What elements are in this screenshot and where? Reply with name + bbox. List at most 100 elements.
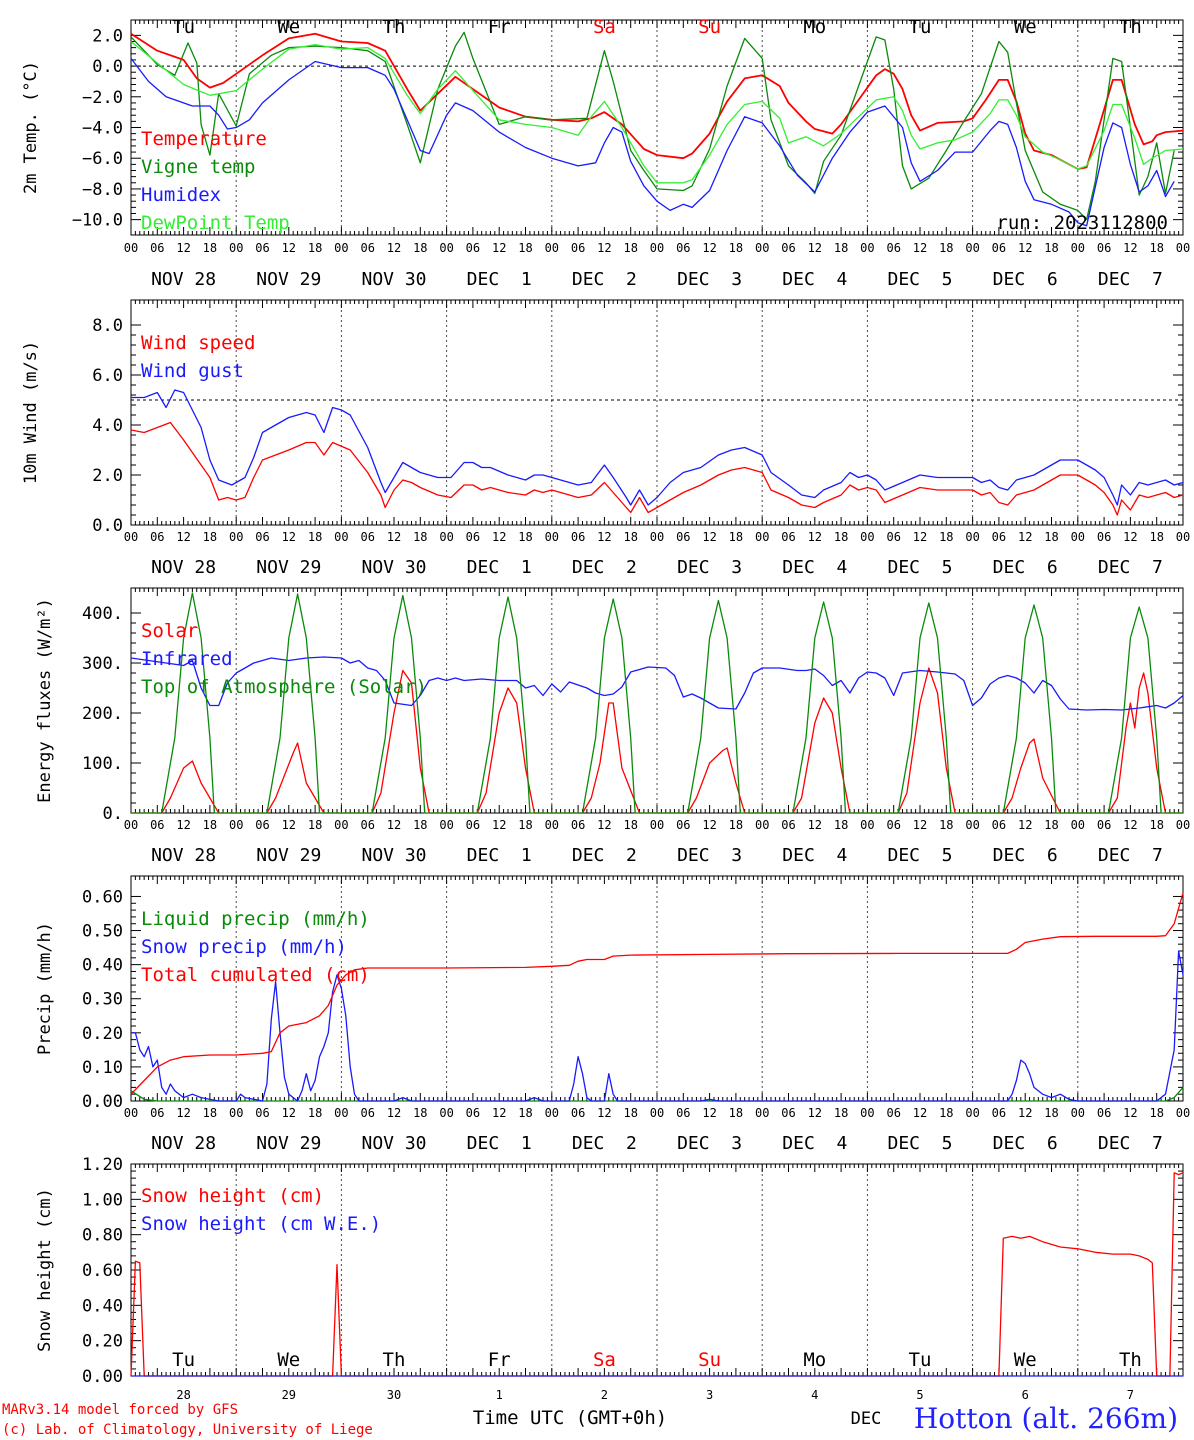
hour-tick-label: 12 <box>1123 1106 1137 1120</box>
hour-tick-label: 06 <box>150 241 164 255</box>
hour-tick-label: 12 <box>387 241 401 255</box>
hour-tick-label: 00 <box>965 530 979 544</box>
y-tick-label: 1.00 <box>82 1190 123 1210</box>
bottom-day-number: 7 <box>1127 1388 1134 1402</box>
hour-tick-label: 18 <box>308 241 322 255</box>
hour-tick-label: 18 <box>1044 241 1058 255</box>
day-label: DEC 4 <box>782 269 847 290</box>
hour-tick-label: 18 <box>729 1106 743 1120</box>
hour-tick-label: 12 <box>176 241 190 255</box>
day-label: NOV 29 <box>256 845 321 866</box>
hour-tick-label: 12 <box>808 530 822 544</box>
hour-tick-label: 00 <box>545 1106 559 1120</box>
series-line-top-of-atmosphere-solar <box>131 592 1183 814</box>
hour-tick-label: 06 <box>886 818 900 832</box>
y-tick-label: 0. <box>103 804 123 824</box>
month-label: DEC <box>851 1409 882 1429</box>
weekday-label-top: Sa <box>593 16 616 38</box>
hour-tick-label: 06 <box>676 530 690 544</box>
bottom-day-number: 1 <box>496 1388 503 1402</box>
hour-tick-label: 12 <box>387 818 401 832</box>
day-label: DEC 4 <box>782 845 847 866</box>
day-label: NOV 28 <box>151 1133 216 1154</box>
weekday-label-bottom: We <box>1014 1349 1037 1371</box>
day-label: DEC 1 <box>467 269 532 290</box>
hour-tick-label: 06 <box>466 241 480 255</box>
hour-tick-label: 12 <box>1123 241 1137 255</box>
hour-tick-label: 06 <box>992 241 1006 255</box>
legend-entry: Total cumulated (cm) <box>141 964 370 986</box>
hour-tick-label: 06 <box>466 818 480 832</box>
weekday-label-top: Th <box>1119 16 1142 38</box>
hour-tick-label: 06 <box>1097 241 1111 255</box>
hour-tick-label: 18 <box>1044 1106 1058 1120</box>
hour-tick-label: 18 <box>623 818 637 832</box>
hour-tick-label: 18 <box>1044 530 1058 544</box>
day-label: DEC 2 <box>572 845 637 866</box>
hour-tick-label: 00 <box>229 530 243 544</box>
y-tick-label: 0.10 <box>82 1058 123 1078</box>
panel-1: 2.0 0.0 −2.0 −4.0 −6.0 −8.0 −10.0 2m Temp. (°C)… <box>21 19 1190 290</box>
hour-tick-label: 00 <box>229 1106 243 1120</box>
day-label: DEC 3 <box>677 1133 742 1154</box>
hour-tick-label: 18 <box>834 1106 848 1120</box>
hour-tick-label: 18 <box>1149 1106 1163 1120</box>
hour-tick-label: 06 <box>992 818 1006 832</box>
hour-tick-label: 06 <box>360 1106 374 1120</box>
legend-entry: Temperature <box>141 128 267 150</box>
hour-tick-label: 00 <box>1176 1106 1190 1120</box>
series-line-vigne-temp <box>130 31 1175 221</box>
weekday-label-bottom: Sa <box>593 1349 616 1371</box>
y-axis-label: Energy fluxes (W/m²) <box>35 598 55 803</box>
hour-tick-label: 00 <box>650 530 664 544</box>
hour-tick-label: 18 <box>623 530 637 544</box>
day-label: NOV 28 <box>151 845 216 866</box>
y-tick-label: 0.40 <box>82 956 123 976</box>
day-label: NOV 30 <box>361 845 426 866</box>
hour-tick-label: 00 <box>124 530 138 544</box>
y-tick-label: 2.0 <box>92 466 123 486</box>
hour-tick-label: 06 <box>781 818 795 832</box>
weekday-label-top: Mo <box>803 16 826 38</box>
y-tick-label: 0.60 <box>82 1261 123 1281</box>
weekday-label-bottom: Tu <box>909 1349 932 1371</box>
hour-tick-label: 18 <box>203 1106 217 1120</box>
hour-tick-label: 00 <box>1071 530 1085 544</box>
hour-tick-label: 12 <box>176 1106 190 1120</box>
day-label: DEC 6 <box>993 1133 1058 1154</box>
hour-tick-label: 06 <box>360 530 374 544</box>
hour-tick-label: 00 <box>965 241 979 255</box>
hour-tick-label: 12 <box>282 818 296 832</box>
hour-tick-label: 18 <box>518 241 532 255</box>
day-label: DEC 1 <box>467 845 532 866</box>
hour-tick-label: 18 <box>518 530 532 544</box>
day-label: DEC 6 <box>993 557 1058 578</box>
bottom-day-number: 5 <box>916 1388 923 1402</box>
hour-tick-label: 12 <box>387 530 401 544</box>
hour-tick-label: 06 <box>255 818 269 832</box>
hour-tick-label: 00 <box>334 241 348 255</box>
hour-tick-label: 00 <box>860 1106 874 1120</box>
day-label: DEC 6 <box>993 269 1058 290</box>
day-label: DEC 4 <box>782 1133 847 1154</box>
hour-tick-label: 06 <box>676 241 690 255</box>
y-tick-label: 0.50 <box>82 922 123 942</box>
hour-tick-label: 06 <box>255 1106 269 1120</box>
y-axis-label: 10m Wind (m/s) <box>21 341 41 484</box>
hour-tick-label: 00 <box>1071 1106 1085 1120</box>
hour-tick-label: 00 <box>439 530 453 544</box>
series-line-humidex <box>130 58 1175 227</box>
hour-tick-label: 00 <box>1176 241 1190 255</box>
day-label: NOV 29 <box>256 269 321 290</box>
legend-entry: Snow height (cm) <box>141 1185 324 1207</box>
hour-tick-label: 06 <box>150 818 164 832</box>
hour-tick-label: 06 <box>466 1106 480 1120</box>
hour-tick-label: 12 <box>702 530 716 544</box>
hour-tick-label: 12 <box>1018 1106 1032 1120</box>
hour-tick-label: 18 <box>518 1106 532 1120</box>
day-label: NOV 29 <box>256 557 321 578</box>
panel-2: 0.0 2.0 4.0 6.0 8.0 10m Wind (m/s) 00 06 12 18 00 0… <box>21 299 1190 578</box>
hour-tick-label: 00 <box>1071 818 1085 832</box>
hour-tick-label: 18 <box>413 530 427 544</box>
